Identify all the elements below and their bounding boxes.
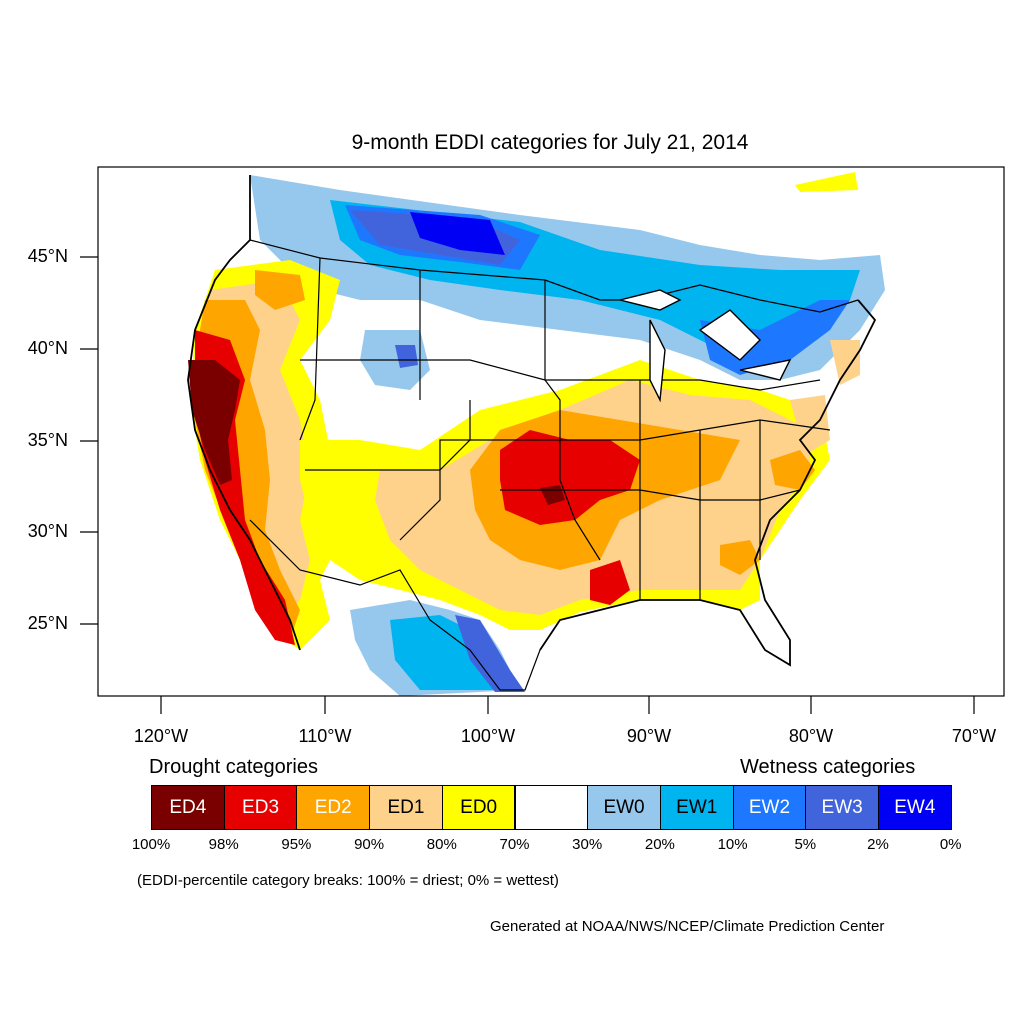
legend-break-label: 20%: [644, 836, 675, 853]
legend-break-label: 95%: [281, 836, 312, 853]
dry-west-ed4: [188, 360, 240, 485]
lon-label-120: 120°W: [133, 726, 189, 746]
legend-swatch-ed0: ED0: [441, 785, 516, 830]
legend-break-label: 0%: [939, 836, 962, 853]
dry-nevada-ed2: [255, 270, 305, 310]
legend-break-label: 80%: [426, 836, 457, 853]
state-borders: [249, 239, 859, 691]
credit-line: Generated at NOAA/NWS/NCEP/Climate Predi…: [490, 918, 885, 935]
legend-swatch-ed2: ED2: [296, 785, 371, 830]
legend-break-label: 10%: [717, 836, 748, 853]
legend-swatch-ew0: EW0: [587, 785, 661, 830]
wetness-heading: Wetness categories: [740, 756, 916, 778]
map-field: [98, 167, 1004, 696]
legend-break-label: 2%: [867, 836, 889, 853]
legend-swatch-ed3: ED3: [223, 785, 298, 830]
wet-colorado-ew3: [395, 345, 418, 368]
wet-north-ew4: [410, 212, 505, 255]
map-frame: [97, 166, 1005, 697]
legend-break-label: 5%: [794, 836, 817, 853]
legend-break-label: 98%: [208, 836, 239, 853]
dry-georgia-ed2: [720, 540, 760, 575]
wet-south-ew3: [455, 615, 525, 692]
legend-swatch-ew2: EW2: [732, 785, 807, 830]
legend-swatch-ed4: ED4: [151, 785, 225, 830]
lon-label-100: 100°W: [460, 726, 516, 746]
lon-label-110: 110°W: [298, 726, 352, 746]
axis-ticks: [80, 256, 975, 714]
lat-label-30: 30°N: [27, 521, 68, 541]
lon-label-90: 90°W: [626, 726, 672, 746]
legend-swatch-normal: [514, 785, 589, 830]
lat-label-45: 45°N: [27, 246, 68, 266]
legend-swatch-ew4: EW4: [878, 785, 952, 830]
legend-swatch-ew3: EW3: [805, 785, 879, 830]
dry-louisiana-ed3: [590, 560, 630, 605]
dry-carolina-ed2: [770, 450, 815, 490]
legend-break-label: 100%: [131, 836, 171, 853]
legend-break-label: 70%: [499, 836, 530, 853]
lat-label-25: 25°N: [27, 613, 68, 633]
dry-south-ed3: [500, 430, 640, 525]
map-title: 9-month EDDI categories for July 21, 201…: [351, 131, 749, 154]
legend-break-label: 30%: [572, 836, 603, 853]
legend-swatch-ew1: EW1: [659, 785, 734, 830]
drought-heading: Drought categories: [149, 756, 318, 778]
lat-label-40: 40°N: [27, 338, 68, 358]
dry-ne-ed1: [830, 340, 860, 385]
legend-swatch-ed1: ED1: [369, 785, 443, 830]
legend-break-label: 90%: [354, 836, 385, 853]
dry-north-patch-ed0: [795, 172, 858, 192]
coastline: [187, 175, 877, 667]
great-lakes: [619, 289, 792, 403]
dry-east-ed1: [790, 395, 830, 455]
lat-label-35: 35°N: [27, 430, 68, 450]
lon-label-70: 70°W: [951, 726, 997, 746]
legend-note: (EDDI-percentile category breaks: 100% =…: [137, 872, 559, 889]
lon-label-80: 80°W: [788, 726, 834, 746]
